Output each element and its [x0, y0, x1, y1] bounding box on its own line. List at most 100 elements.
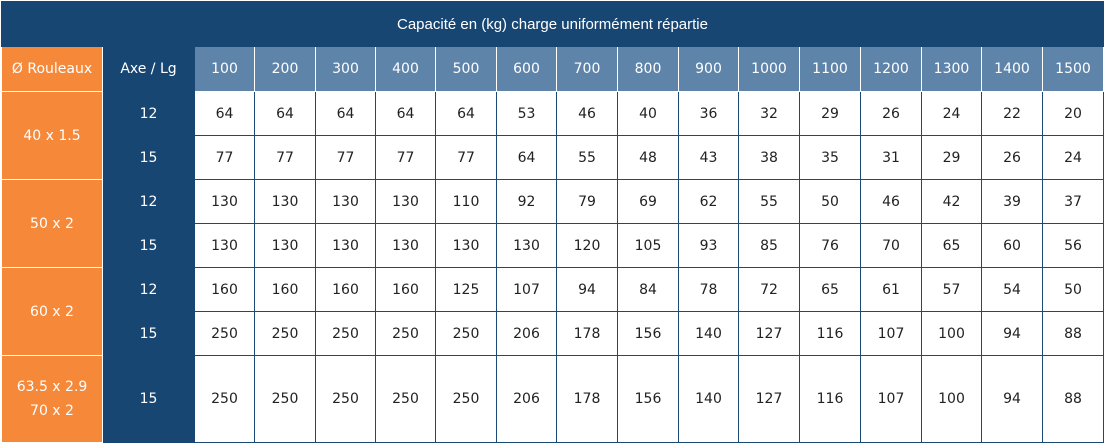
length-header: 100 — [194, 46, 255, 92]
capacity-value: 116 — [799, 355, 861, 443]
capacity-value: 36 — [678, 91, 739, 136]
diameter-label: 63.5 x 2.9 — [16, 379, 88, 395]
capacity-value: 178 — [556, 311, 618, 356]
axe-lg-header: Axe / Lg — [102, 46, 195, 92]
capacity-value: 77 — [375, 135, 436, 180]
capacity-value: 35 — [799, 135, 861, 180]
capacity-value: 130 — [254, 179, 316, 224]
capacity-value: 22 — [981, 91, 1043, 136]
capacity-value: 105 — [617, 223, 679, 268]
capacity-value: 69 — [617, 179, 679, 224]
capacity-value: 160 — [194, 267, 255, 312]
axe-cell: 15 — [102, 311, 195, 356]
capacity-value: 125 — [435, 267, 497, 312]
capacity-value: 130 — [435, 223, 497, 268]
length-header: 1000 — [738, 46, 800, 92]
table-row: 15 130 130 130 130 130 130 120 105 93 85 76 70 65 60 56 — [2, 223, 1104, 268]
diameter-label: 50 x 2 — [30, 215, 74, 232]
length-header: 500 — [435, 46, 497, 92]
capacity-value: 206 — [496, 355, 557, 443]
capacity-value: 46 — [556, 91, 618, 136]
capacity-value: 46 — [860, 179, 922, 224]
capacity-value: 250 — [375, 311, 436, 356]
capacity-value: 40 — [617, 91, 679, 136]
capacity-value: 42 — [921, 179, 982, 224]
capacity-value: 64 — [375, 91, 436, 136]
capacity-value: 107 — [860, 311, 922, 356]
table-body: 40 x 1.5 12 64 64 64 64 64 53 46 40 36 32 29 26 24 22 20… — [1, 91, 1104, 443]
capacity-value: 250 — [194, 355, 255, 443]
length-header: 1200 — [860, 46, 922, 92]
capacity-value: 65 — [921, 223, 982, 268]
capacity-value: 140 — [678, 311, 739, 356]
capacity-value: 88 — [1042, 311, 1104, 356]
capacity-value: 32 — [738, 91, 800, 136]
capacity-value: 178 — [556, 355, 618, 443]
capacity-value: 127 — [738, 311, 800, 356]
length-header: 800 — [617, 46, 679, 92]
capacity-value: 64 — [194, 91, 255, 136]
capacity-value: 206 — [496, 311, 557, 356]
capacity-value: 130 — [194, 223, 255, 268]
capacity-value: 77 — [194, 135, 255, 180]
capacity-value: 55 — [556, 135, 618, 180]
capacity-value: 156 — [617, 355, 679, 443]
capacity-value: 130 — [496, 223, 557, 268]
length-header: 1400 — [981, 46, 1043, 92]
capacity-value: 160 — [315, 267, 376, 312]
capacity-value: 250 — [435, 311, 497, 356]
length-header: 1500 — [1042, 46, 1104, 92]
capacity-value: 38 — [738, 135, 800, 180]
length-header: 1100 — [799, 46, 861, 92]
capacity-value: 250 — [315, 355, 376, 443]
diameter-cell: 60 x 2 — [1, 267, 103, 356]
diameter-label: 70 x 2 — [30, 403, 74, 419]
capacity-value: 160 — [375, 267, 436, 312]
length-header: 700 — [556, 46, 618, 92]
capacity-value: 61 — [860, 267, 922, 312]
axe-cell: 12 — [102, 91, 195, 136]
diameter-cell: 40 x 1.5 — [1, 91, 103, 180]
capacity-value: 130 — [194, 179, 255, 224]
capacity-value: 130 — [315, 223, 376, 268]
capacity-value: 62 — [678, 179, 739, 224]
capacity-value: 31 — [860, 135, 922, 180]
capacity-value: 64 — [254, 91, 316, 136]
capacity-value: 250 — [375, 355, 436, 443]
capacity-value: 43 — [678, 135, 739, 180]
capacity-value: 29 — [921, 135, 982, 180]
capacity-value: 65 — [799, 267, 861, 312]
capacity-value: 20 — [1042, 91, 1104, 136]
capacity-value: 60 — [981, 223, 1043, 268]
capacity-value: 50 — [1042, 267, 1104, 312]
table-title: Capacité en (kg) charge uniformément rép… — [1, 1, 1104, 47]
capacity-value: 77 — [435, 135, 497, 180]
capacity-value: 250 — [435, 355, 497, 443]
capacity-value: 130 — [254, 223, 316, 268]
length-header: 1300 — [921, 46, 982, 92]
capacity-value: 39 — [981, 179, 1043, 224]
length-header: 900 — [678, 46, 739, 92]
length-header: 400 — [375, 46, 436, 92]
capacity-value: 107 — [496, 267, 557, 312]
capacity-value: 250 — [194, 311, 255, 356]
capacity-value: 85 — [738, 223, 800, 268]
capacity-value: 56 — [1042, 223, 1104, 268]
table-row: 15 250 250 250 250 250 206 178 156 140 127 116 107 10… — [2, 311, 1104, 356]
capacity-value: 77 — [315, 135, 376, 180]
capacity-value: 29 — [799, 91, 861, 136]
axe-cell: 15 — [102, 355, 195, 443]
diameter-label: 40 x 1.5 — [23, 127, 81, 144]
axe-cell: 15 — [102, 223, 195, 268]
capacity-value: 160 — [254, 267, 316, 312]
axe-cell: 12 — [102, 179, 195, 224]
capacity-value: 127 — [738, 355, 800, 443]
capacity-value: 76 — [799, 223, 861, 268]
capacity-value: 250 — [254, 311, 316, 356]
capacity-value: 84 — [617, 267, 679, 312]
capacity-value: 94 — [556, 267, 618, 312]
capacity-value: 72 — [738, 267, 800, 312]
capacity-value: 78 — [678, 267, 739, 312]
capacity-value: 48 — [617, 135, 679, 180]
